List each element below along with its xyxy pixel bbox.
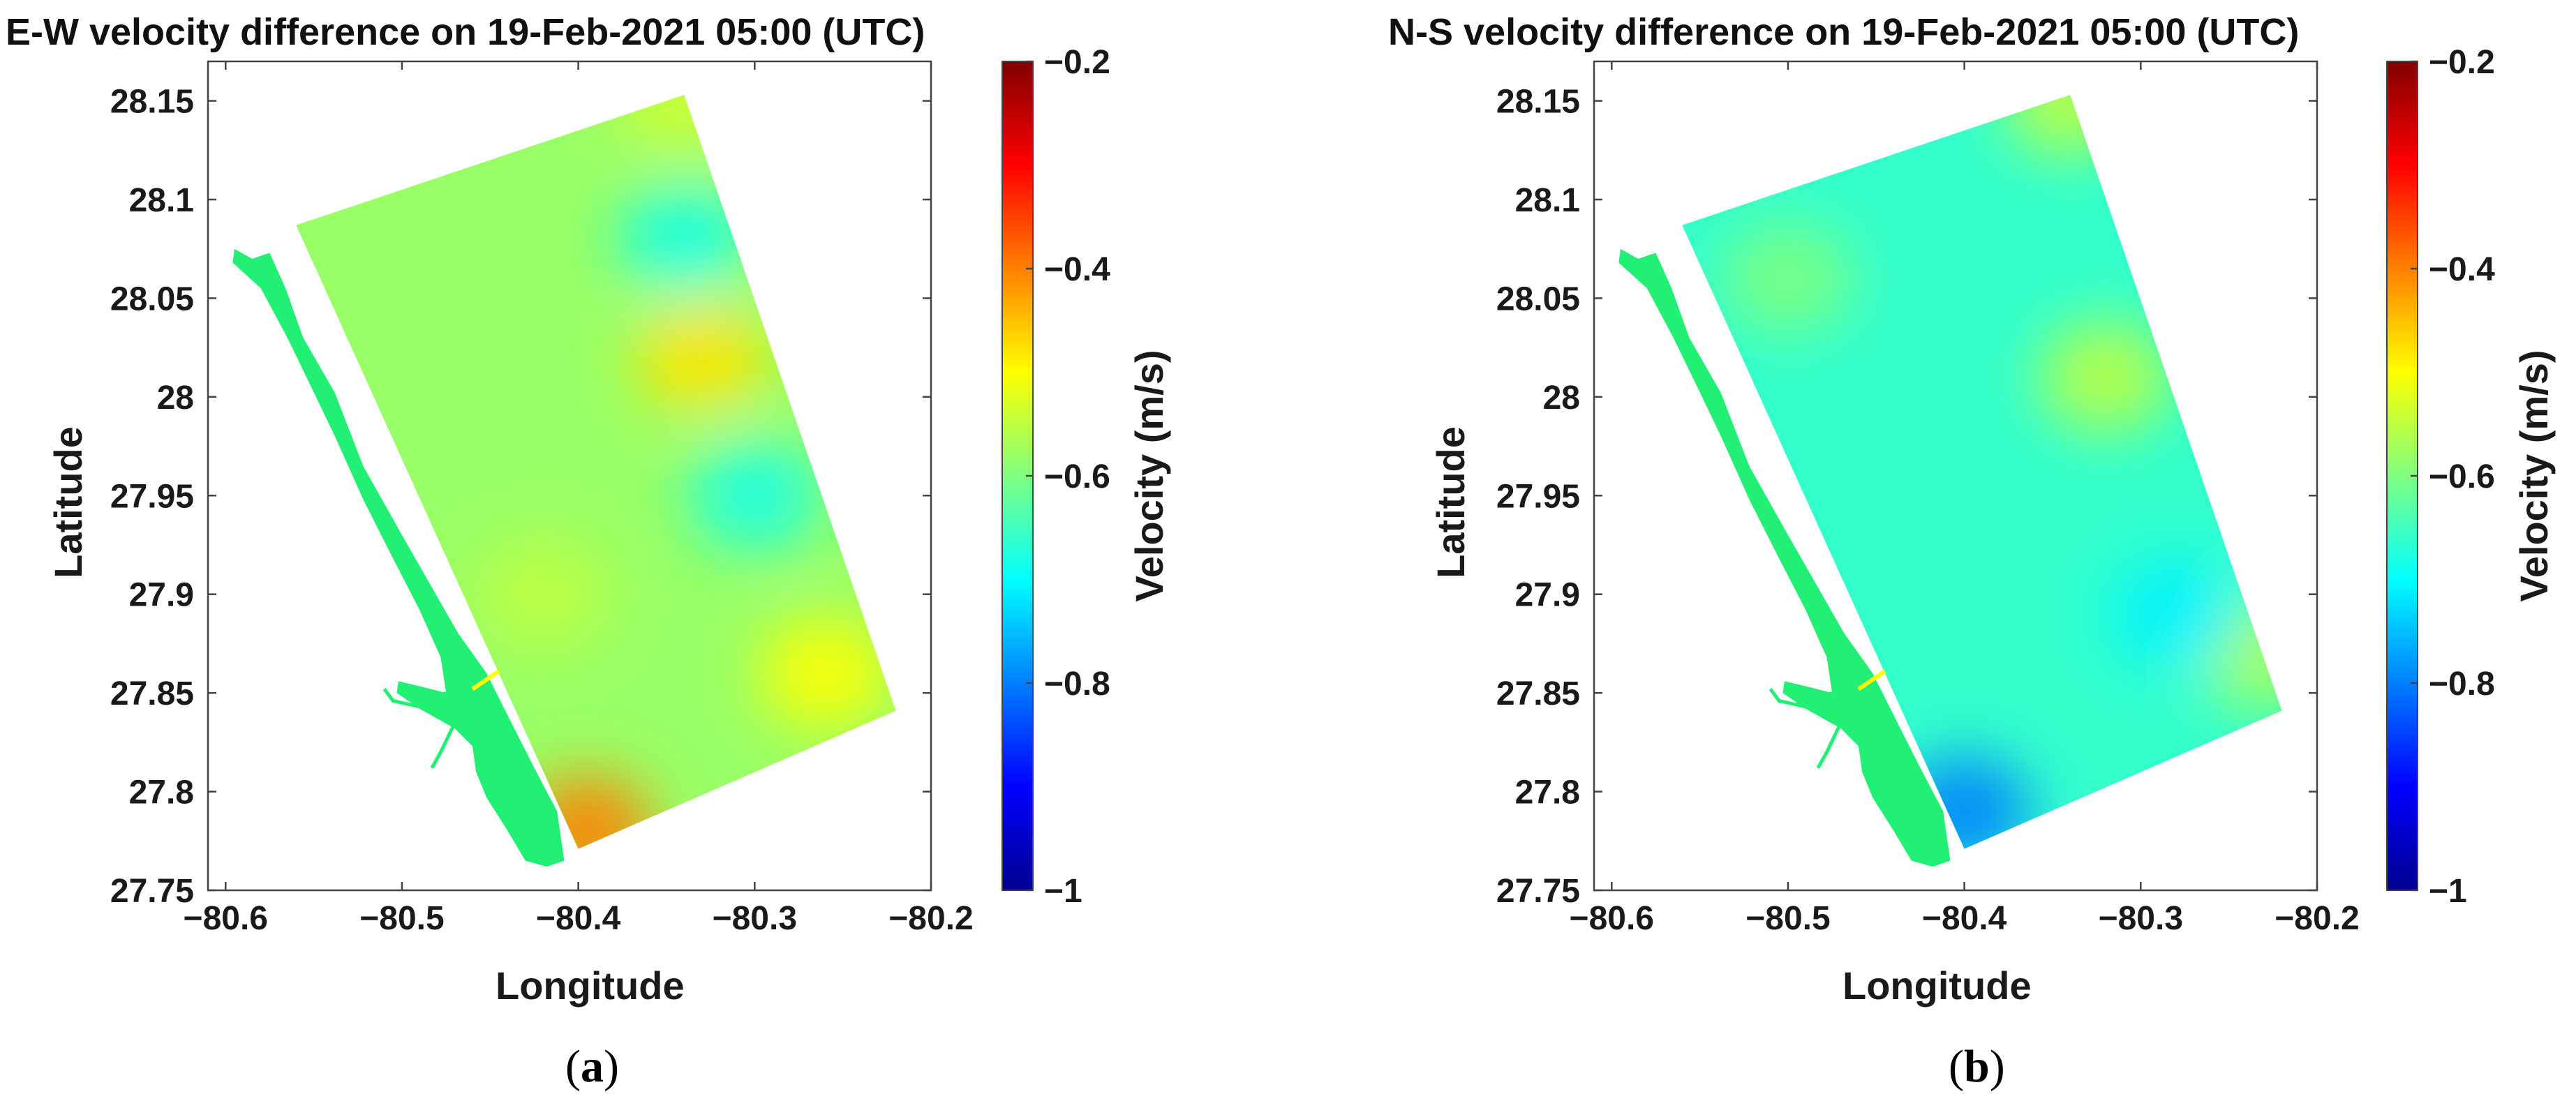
coastline-land-strip-a bbox=[232, 248, 565, 867]
colorbar-tick-label: −1 bbox=[2429, 873, 2467, 910]
y-tick-label: 27.75 bbox=[110, 873, 194, 910]
y-tick-label: 27.95 bbox=[1496, 478, 1580, 515]
y-tick-label: 27.8 bbox=[129, 774, 194, 811]
colorbar-tick-label: −0.8 bbox=[1044, 666, 1110, 703]
colorbar-tick-label: −0.8 bbox=[2429, 666, 2495, 703]
chart-panel-a: E-W velocity difference on 19-Feb-2021 0… bbox=[6, 11, 1171, 1092]
y-tick-label: 28 bbox=[157, 380, 194, 417]
colorbar-tick-label: −1 bbox=[1044, 873, 1082, 910]
velocity-anomaly-northeast-cool bbox=[618, 183, 751, 295]
velocity-anomaly-east-edge-cool bbox=[688, 440, 821, 552]
x-tick-label: −80.4 bbox=[1922, 900, 2007, 937]
inlet-anomaly-b bbox=[1857, 669, 1886, 691]
velocity-anomaly-northeast-edge bbox=[2039, 321, 2172, 433]
velocity-anomaly-north-strip bbox=[1721, 223, 1854, 335]
river-channel-a bbox=[382, 688, 457, 769]
colorbar-tick-label: −0.4 bbox=[1044, 251, 1110, 288]
y-tick-label: 28.1 bbox=[1515, 182, 1580, 219]
x-tick-label: −80.4 bbox=[536, 900, 621, 937]
colorbar-tick-label: −0.6 bbox=[1044, 458, 1110, 495]
inlet-anomaly-a bbox=[471, 669, 500, 691]
caption-b: (b) bbox=[1949, 1041, 2005, 1092]
x-tick-label: −80.5 bbox=[359, 900, 444, 937]
velocity-anomaly-low-center bbox=[2109, 558, 2242, 670]
y-tick-label: 28.05 bbox=[1496, 280, 1580, 317]
x-tick-label: −80.3 bbox=[713, 900, 797, 937]
y-tick-label: 27.95 bbox=[110, 478, 194, 515]
y-tick-label: 27.9 bbox=[1515, 577, 1580, 614]
colorbar-tick-label: −0.2 bbox=[1044, 44, 1110, 81]
chart-title-a: E-W velocity difference on 19-Feb-2021 0… bbox=[6, 11, 925, 53]
river-channel-b bbox=[1769, 688, 1843, 769]
colorbar-label-a: Velocity (m/s) bbox=[1127, 350, 1171, 601]
colorbar-tick-label: −0.2 bbox=[2429, 44, 2495, 81]
caption-letter-a: a bbox=[581, 1041, 604, 1092]
x-axis-ticks-b: −80.6 −80.5 −80.4 −80.3 −80.2 bbox=[1570, 61, 2360, 937]
colorbar-tick-label: −0.4 bbox=[2429, 251, 2495, 288]
velocity-anomaly-southeast-warm bbox=[759, 617, 892, 729]
colorbar-tick-label: −0.6 bbox=[2429, 458, 2495, 495]
caption-a: (a) bbox=[565, 1041, 619, 1092]
chart-panel-b: N-S velocity difference on 19-Feb-2021 0… bbox=[1388, 11, 2556, 1092]
x-axis-label-a: Longitude bbox=[496, 964, 685, 1008]
velocity-anomaly-northeast-edge bbox=[635, 301, 768, 414]
y-axis-label-b: Latitude bbox=[1429, 426, 1473, 578]
x-tick-label: −80.6 bbox=[184, 900, 268, 937]
x-tick-label: −80.2 bbox=[888, 900, 973, 937]
y-tick-label: 28.05 bbox=[110, 280, 194, 317]
caption-letter-b: b bbox=[1964, 1041, 1990, 1092]
x-axis-label-b: Longitude bbox=[1842, 964, 2032, 1008]
x-tick-label: −80.5 bbox=[1745, 900, 1830, 937]
x-tick-label: −80.2 bbox=[2275, 900, 2359, 937]
y-tick-label: 28 bbox=[1543, 380, 1580, 417]
coastline-land-strip-b bbox=[1618, 248, 1951, 867]
y-tick-label: 27.75 bbox=[1496, 873, 1580, 910]
y-tick-label: 28.15 bbox=[110, 84, 194, 121]
x-axis-ticks-a: −80.6 −80.5 −80.4 −80.3 −80.2 bbox=[184, 61, 974, 937]
colorbar-label-b: Velocity (m/s) bbox=[2512, 350, 2556, 601]
y-tick-label: 28.1 bbox=[129, 182, 194, 219]
y-tick-label: 28.15 bbox=[1496, 84, 1580, 121]
y-axis-ticks-b: 27.75 27.8 27.85 27.9 27.95 28 28.05 28.1 28.15 bbox=[1496, 84, 2317, 910]
chart-title-b: N-S velocity difference on 19-Feb-2021 0… bbox=[1388, 11, 2299, 53]
x-tick-label: −80.3 bbox=[2099, 900, 2183, 937]
y-axis-label-a: Latitude bbox=[46, 426, 90, 578]
y-axis-ticks-a: 27.75 27.8 27.85 27.9 27.95 28 28.05 28.1 28.15 bbox=[110, 84, 931, 910]
colorbar-ticks-b: −1 −0.8 −0.6 −0.4 −0.2 bbox=[2411, 44, 2495, 910]
velocity-field-domain-a bbox=[296, 95, 896, 849]
velocity-anomaly-central-band bbox=[477, 538, 610, 650]
y-tick-label: 27.85 bbox=[110, 675, 194, 712]
y-tick-label: 27.8 bbox=[1515, 774, 1580, 811]
x-tick-label: −80.6 bbox=[1570, 900, 1654, 937]
colorbar-ticks-a: −1 −0.8 −0.6 −0.4 −0.2 bbox=[1026, 44, 1110, 910]
y-tick-label: 27.85 bbox=[1496, 675, 1580, 712]
y-tick-label: 27.9 bbox=[129, 577, 194, 614]
